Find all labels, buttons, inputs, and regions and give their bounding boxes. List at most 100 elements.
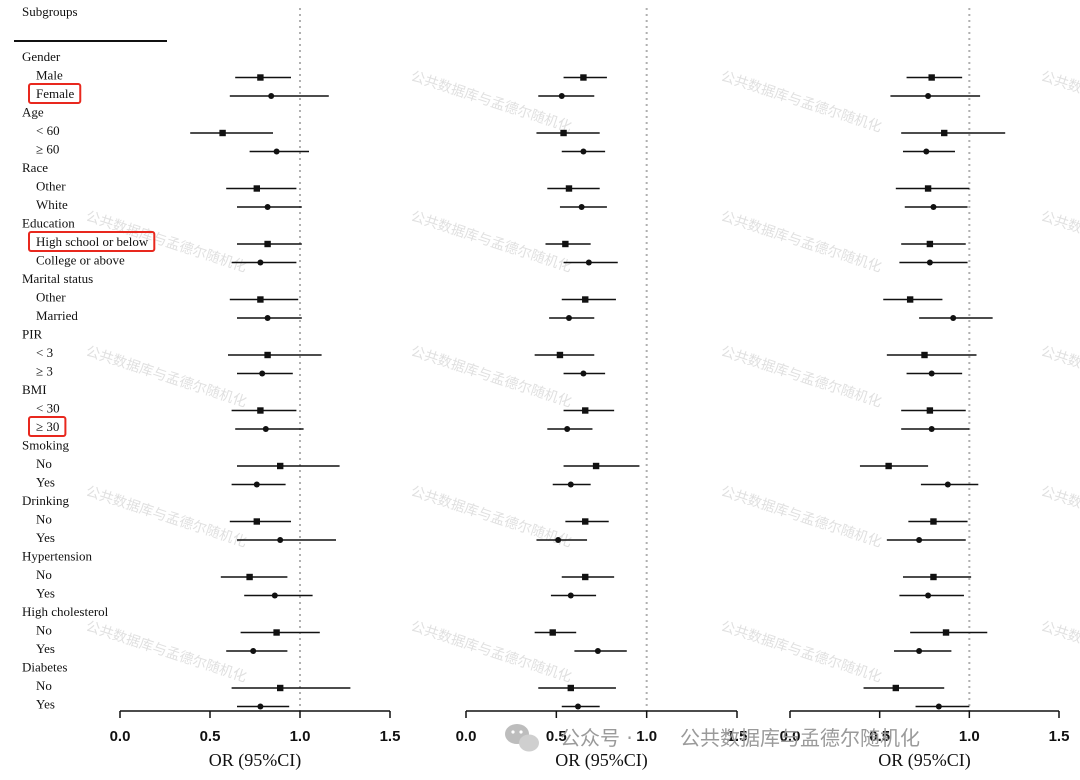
point-estimate-square [892, 684, 900, 692]
group-label: Drinking [22, 493, 69, 508]
forest-panel-1: 0.0 0.5 1.0 1.5 OR (95%CI) [110, 8, 401, 771]
point-estimate-square [257, 74, 264, 81]
watermark-text: 公共数据库与孟德尔随机化 [1039, 484, 1080, 551]
x-tick-label: 1.0 [959, 728, 980, 745]
point-estimate-square [556, 351, 564, 359]
subgroup-label: Other [36, 179, 66, 194]
subgroup-label: No [36, 512, 52, 527]
group-label: Race [22, 160, 48, 175]
point-estimate-square [930, 573, 937, 581]
watermark-text: 公共数据库与孟德尔随机化 [409, 619, 574, 686]
point-estimate-circle [923, 148, 930, 155]
point-estimate-square [273, 629, 280, 636]
group-label: Diabetes [22, 660, 67, 675]
subgroup-label: Female [36, 86, 74, 101]
subgroup-label: No [36, 623, 52, 638]
forest-panels: 0.0 0.5 1.0 1.5 OR (95%CI) 0.0 0.5 1.0 1.5 OR (95… [110, 8, 1069, 771]
subgroup-labels: Gender Male Female Age < 60 ≥ 60 Race Other Whit… [22, 49, 156, 712]
subgroup-label: Yes [36, 697, 55, 712]
point-estimate-square [277, 462, 284, 470]
watermark-text: 公共数据库与孟德尔随机化 [719, 209, 884, 276]
forest-panel-3: 0.0 0.5 1.0 1.5 OR (95%CI) [780, 8, 1069, 771]
subgroup-label: < 3 [36, 345, 53, 360]
point-estimate-circle [250, 648, 257, 654]
group-label: BMI [22, 382, 47, 397]
point-estimate-circle [264, 204, 271, 210]
point-estimate-square [942, 629, 950, 636]
point-estimate-square [567, 684, 574, 692]
point-estimate-circle [594, 648, 601, 654]
subgroup-label: Yes [36, 475, 55, 490]
point-estimate-square [549, 629, 556, 636]
subgroup-label: Male [36, 68, 63, 83]
point-estimate-circle [257, 259, 264, 266]
subgroup-label: White [36, 197, 68, 212]
point-estimate-square [930, 518, 937, 525]
point-estimate-circle [564, 426, 571, 432]
x-axis-label: OR (95%CI) [209, 750, 302, 771]
watermark-text: 公共数据库与孟德尔随机化 [719, 344, 884, 411]
x-tick-label: 0.0 [110, 728, 131, 745]
point-estimate-circle [253, 481, 260, 488]
watermark-text: 公共数据库与孟德尔随机化 [1039, 69, 1080, 136]
point-estimate-circle [558, 93, 565, 99]
highlight-box [28, 416, 67, 437]
group-label: PIR [22, 327, 43, 342]
watermark-text: 公共数据库与孟德尔随机化 [84, 344, 249, 411]
point-estimate-square [219, 129, 226, 137]
subgroup-label: < 60 [36, 123, 60, 138]
watermark-text: 公共数据库与孟德尔随机化 [409, 344, 574, 411]
footer-watermark-prefix: 公众号 · [560, 726, 633, 750]
x-axis-label: OR (95%CI) [555, 750, 648, 771]
point-estimate-square [257, 296, 264, 303]
watermark-text: 公共数据库与孟德尔随机化 [409, 209, 574, 276]
point-estimate-circle [268, 93, 275, 99]
watermark-text: 公共数据库与孟德尔随机化 [719, 484, 884, 551]
subgroups-header: Subgroups [22, 4, 78, 19]
highlight-box [28, 231, 156, 252]
x-tick-label: 0.0 [456, 728, 477, 745]
point-estimate-square [580, 74, 587, 81]
footer-watermark-text: 公共数据库与孟德尔随机化 [680, 726, 920, 750]
subgroup-label: College or above [36, 253, 125, 268]
point-estimate-square [264, 240, 271, 248]
x-tick-label: 1.0 [290, 728, 311, 745]
point-estimate-circle [264, 315, 271, 321]
subgroup-label: No [36, 456, 52, 471]
point-estimate-circle [930, 204, 937, 210]
point-estimate-circle [916, 537, 923, 543]
highlight-box [28, 83, 82, 104]
point-estimate-circle [257, 703, 264, 710]
watermark-text: 公共数据库与孟德尔随机化 [1039, 209, 1080, 276]
point-estimate-square [264, 351, 271, 359]
x-tick-label: 0.0 [780, 728, 801, 745]
footer-watermark: 公众号 · 公共数据库与孟德尔随机化 [505, 724, 920, 752]
point-estimate-square [277, 684, 284, 692]
group-label: Smoking [22, 438, 69, 453]
point-estimate-square [253, 518, 260, 525]
point-estimate-circle [580, 148, 587, 155]
group-label: Hypertension [22, 549, 93, 564]
watermark-text: 公共数据库与孟德尔随机化 [1039, 344, 1080, 411]
point-estimate-square [257, 407, 264, 414]
point-estimate-circle [565, 315, 572, 321]
x-tick-label: 1.5 [727, 728, 748, 745]
point-estimate-square [246, 573, 253, 581]
x-tick-label: 1.5 [380, 728, 401, 745]
group-label: Gender [22, 49, 61, 64]
subgroup-label: Yes [36, 641, 55, 656]
point-estimate-circle [259, 370, 266, 377]
subgroup-label: No [36, 678, 52, 693]
group-label: Education [22, 216, 75, 231]
watermark-text: 公共数据库与孟德尔随机化 [1039, 619, 1080, 686]
point-estimate-square [885, 462, 892, 470]
point-estimate-square [926, 407, 934, 414]
point-estimate-circle [575, 703, 582, 710]
x-tick-label: 1.0 [636, 728, 657, 745]
point-estimate-square [582, 407, 589, 414]
point-estimate-square [928, 74, 935, 81]
point-estimate-circle [916, 648, 923, 654]
point-estimate-circle [928, 370, 935, 377]
